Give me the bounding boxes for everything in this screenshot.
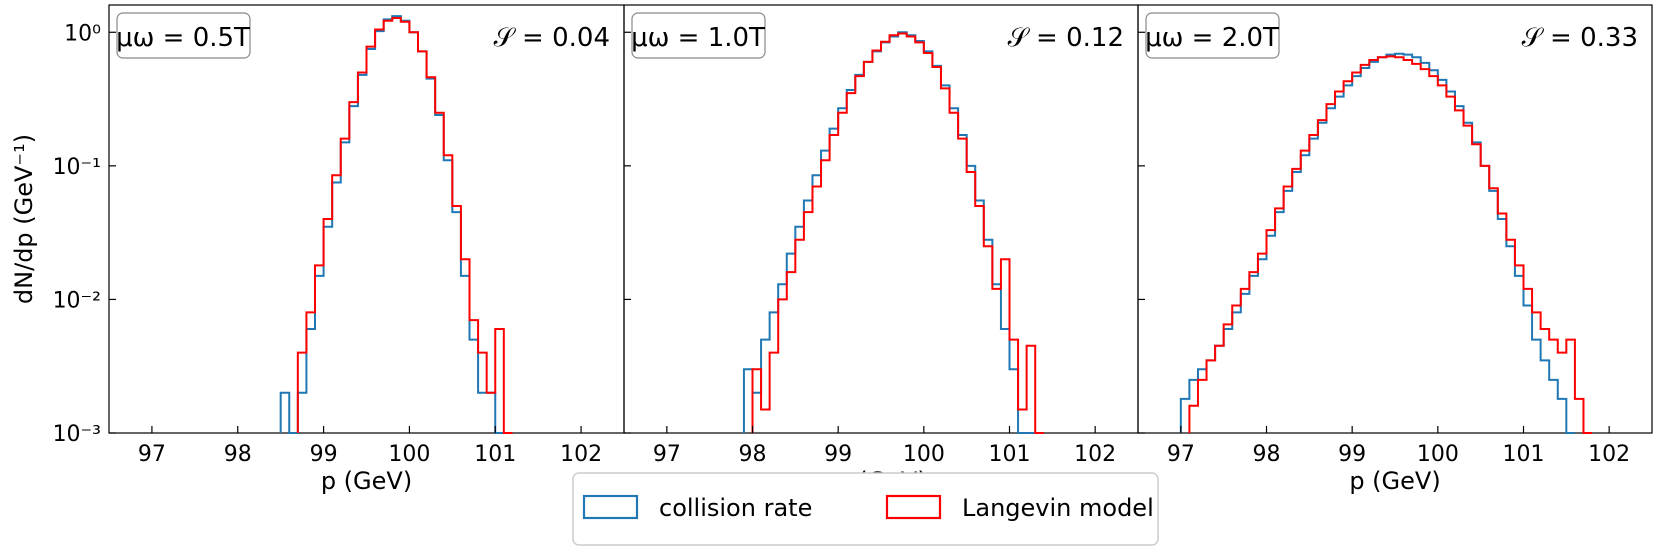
x-tick-label: 102 (560, 442, 602, 467)
x-tick-label: 100 (388, 442, 430, 467)
legend-swatch-langevin-model (885, 494, 942, 520)
mu-annotation: μω = 1.0T (631, 23, 765, 53)
mu-annotation: μω = 2.0T (1145, 23, 1279, 53)
x-tick-label: 100 (903, 442, 945, 467)
legend-frame (572, 472, 1159, 546)
x-tick-label: 99 (824, 442, 852, 467)
x-tick-label: 99 (1338, 442, 1366, 467)
x-tick-label: 100 (1417, 442, 1459, 467)
s-annotation: 𝒮 = 0.33 (1522, 23, 1638, 53)
panel-frame (623, 4, 1139, 434)
legend-label-collision-rate: collision rate (659, 494, 812, 522)
x-tick-label: 101 (474, 442, 516, 467)
y-tick-label: 10⁻¹ (53, 155, 101, 180)
y-axis-label: dN/dp (GeV⁻¹) (10, 134, 38, 304)
x-tick-label: 101 (1503, 442, 1545, 467)
legend: collision rate Langevin model (572, 472, 1159, 546)
x-tick-label: 98 (1253, 442, 1281, 467)
x-axis-label: p (GeV) (321, 467, 412, 495)
x-tick-label: 97 (653, 442, 681, 467)
mu-annotation: μω = 0.5T (116, 23, 250, 53)
mu-annotation-box (631, 12, 766, 59)
panel-1: 97 98 99 100 101 102 p (GeV) μω = 0.5T 𝒮 = 0.04 (108, 4, 625, 495)
mu-annotation-box (1145, 12, 1280, 59)
series-line-collision-rate (279, 15, 504, 434)
s-annotation: 𝒮 = 0.12 (1008, 23, 1124, 53)
y-tick-label: 10⁰ (64, 21, 101, 46)
series-line-collision-rate (742, 31, 1036, 434)
x-tick-label: 98 (739, 442, 767, 467)
s-annotation: 𝒮 = 0.04 (494, 23, 610, 53)
series-line-langevin-model (296, 16, 513, 434)
x-tick-label: 101 (989, 442, 1031, 467)
x-tick-label: 102 (1074, 442, 1116, 467)
x-tick-label: 99 (310, 442, 338, 467)
legend-label-langevin-model: Langevin model (962, 494, 1154, 522)
series-line-langevin-model (1188, 55, 1593, 434)
x-tick-label: 97 (138, 442, 166, 467)
panel-3: 97 98 99 100 101 102 p (GeV) μω = 2.0T 𝒮 = 0.33 (1137, 4, 1653, 495)
x-tick-label: 98 (224, 442, 252, 467)
mu-annotation-box (116, 12, 251, 59)
x-tick-label: 97 (1167, 442, 1195, 467)
x-axis-label: p (GeV) (1349, 467, 1440, 495)
panel-frame (1137, 4, 1653, 434)
x-tick-label: 102 (1588, 442, 1630, 467)
y-tick-label: 10⁻² (53, 288, 101, 313)
y-tick-label: 10⁻³ (53, 422, 101, 447)
legend-swatch-collision-rate (582, 494, 639, 520)
series-line-langevin-model (751, 32, 1044, 434)
